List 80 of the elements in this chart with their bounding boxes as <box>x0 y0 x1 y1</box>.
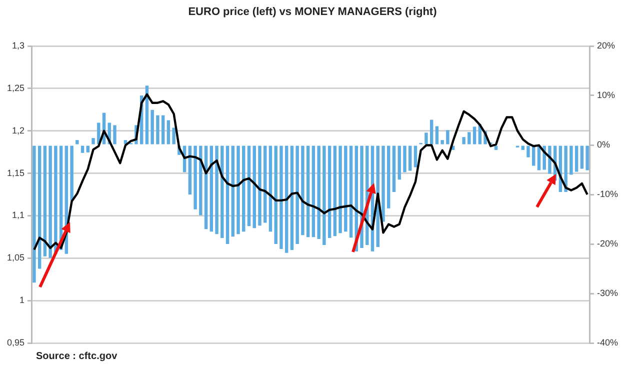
bar <box>526 146 530 158</box>
y2-tick-label: -30% <box>596 288 618 298</box>
bar <box>322 146 326 245</box>
bar <box>215 146 218 234</box>
bar <box>462 137 466 144</box>
bar <box>150 110 154 144</box>
bar <box>440 140 444 144</box>
bar <box>32 146 36 283</box>
bar <box>306 146 310 238</box>
y2-tick-label: -10% <box>596 188 618 199</box>
bar <box>408 146 412 171</box>
bar <box>199 146 202 216</box>
source-note: Source : cftc.gov <box>36 351 118 362</box>
bar <box>38 146 42 269</box>
bar <box>194 146 197 210</box>
bar <box>349 146 353 238</box>
y-tick-label: 1,2 <box>12 125 25 136</box>
bar <box>586 146 589 170</box>
y2-tick-label: 0% <box>596 139 610 150</box>
bar <box>387 146 390 208</box>
y2-tick-label: 20% <box>596 40 616 50</box>
bar <box>392 146 396 192</box>
bar <box>574 146 578 172</box>
y2-tick-label: 10% <box>596 90 616 100</box>
y-tick-label: 1,3 <box>12 40 25 50</box>
bar <box>247 146 251 226</box>
bar <box>236 146 240 234</box>
bar <box>80 146 84 153</box>
bar <box>344 146 348 232</box>
bar <box>161 115 165 144</box>
bar <box>446 130 450 144</box>
y-tick-label: 1,1 <box>12 210 25 220</box>
bar <box>113 125 116 144</box>
bar <box>280 146 283 249</box>
bar <box>468 132 471 144</box>
bar <box>70 146 74 200</box>
bar <box>166 120 170 144</box>
bar <box>472 126 476 144</box>
bar <box>317 146 320 240</box>
bar <box>242 146 246 232</box>
bar <box>172 128 176 144</box>
y-tick-label: 0,95 <box>6 337 25 348</box>
bar <box>220 146 224 238</box>
bar <box>86 146 90 152</box>
bar <box>43 146 47 256</box>
bar <box>290 146 294 250</box>
bar <box>328 146 332 238</box>
y-tick-label: 1,05 <box>6 252 25 263</box>
bar <box>284 146 288 253</box>
bar <box>580 146 584 169</box>
bar <box>76 140 79 144</box>
bar <box>54 146 58 254</box>
bar <box>48 146 52 258</box>
bar <box>301 146 304 236</box>
bar <box>564 146 568 192</box>
bar <box>268 146 272 232</box>
bar <box>333 146 337 236</box>
bar <box>382 146 385 222</box>
y2-tick-label: -40% <box>596 337 618 348</box>
bar <box>435 126 439 144</box>
bar <box>226 146 230 244</box>
bar <box>570 146 573 175</box>
bar <box>398 146 401 180</box>
bar <box>403 146 406 172</box>
bar <box>414 146 418 168</box>
bar <box>430 120 434 144</box>
y-tick-label: 1,25 <box>6 82 25 93</box>
bar <box>338 146 342 234</box>
y2-tick-label: -20% <box>596 238 618 248</box>
bar <box>274 146 278 244</box>
bar <box>231 146 234 237</box>
y-tick-label: 1,15 <box>6 168 25 178</box>
chart-title: EURO price (left) vs MONEY MANAGERS (right) <box>187 6 438 18</box>
bar <box>156 115 160 144</box>
bar <box>424 132 428 144</box>
bar <box>92 138 95 144</box>
bar <box>258 146 262 226</box>
bar <box>312 146 316 238</box>
y-tick-label: 1 <box>20 295 25 306</box>
bar <box>296 146 299 244</box>
